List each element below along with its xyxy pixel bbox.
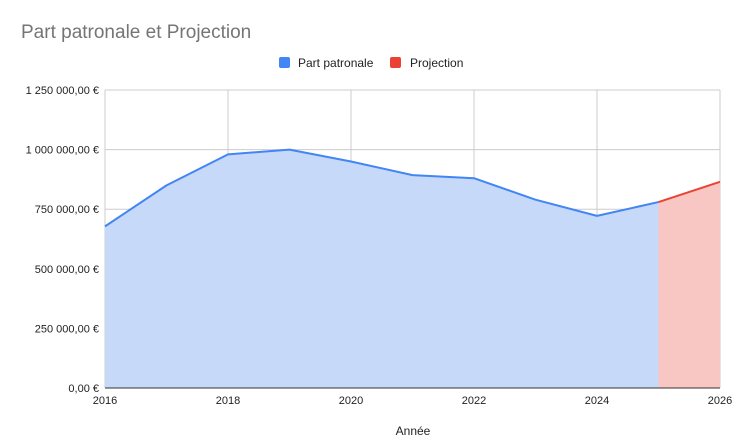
series-lines: [104, 148, 721, 228]
y-tick-label: 500 000,00 €: [35, 264, 99, 276]
area-part-patronale: [105, 149, 659, 388]
chart-title: Part patronale et Projection: [21, 22, 251, 43]
legend: Part patronale Projection: [279, 56, 463, 70]
legend-swatch-part-patronale: [279, 57, 290, 68]
y-tick-label: 250 000,00 €: [35, 323, 99, 335]
legend-swatch-projection: [390, 57, 401, 68]
y-tick-label: 1 000 000,00 €: [26, 145, 99, 157]
x-tick-label: 2026: [708, 395, 732, 407]
x-axis-title: Année: [396, 424, 431, 438]
y-tick-label: 0,00 €: [68, 383, 99, 395]
legend-label-projection: Projection: [410, 56, 463, 70]
line-projection: [658, 180, 721, 203]
area-fills: [105, 149, 720, 388]
x-tick-label: 2022: [462, 395, 486, 407]
x-tick-label: 2020: [339, 395, 363, 407]
y-tick-label: 750 000,00 €: [35, 204, 99, 216]
line-part-patronale: [104, 148, 659, 228]
y-tick-label: 1 250 000,00 €: [26, 85, 99, 97]
area-projection: [658, 181, 720, 388]
x-tick-label: 2018: [216, 395, 240, 407]
x-tick-label: 2016: [93, 395, 117, 407]
axes: 0,00 € 250 000,00 € 500 000,00 € 750 000,00…: [26, 85, 733, 407]
legend-label-part-patronale: Part patronale: [298, 56, 374, 70]
x-tick-label: 2024: [585, 395, 609, 407]
